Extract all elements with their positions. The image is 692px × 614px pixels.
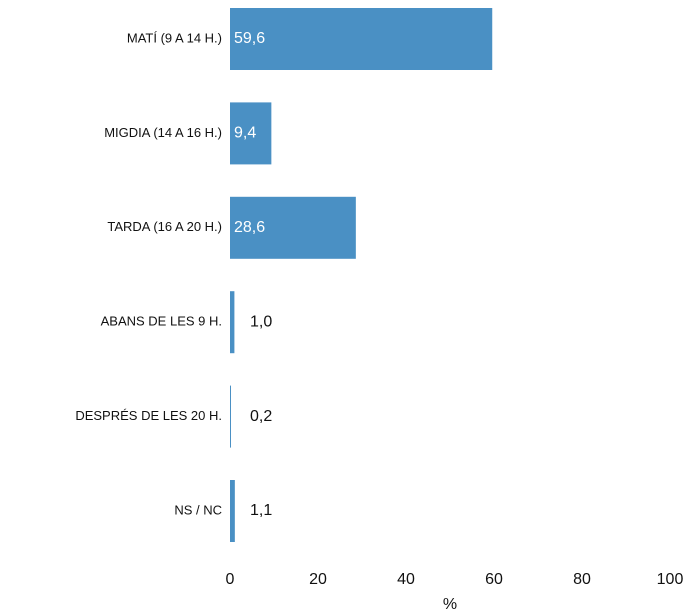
x-tick-label: 0 (226, 571, 235, 588)
value-label: 1,0 (250, 313, 272, 330)
value-label: 59,6 (234, 30, 265, 47)
value-label: 28,6 (234, 219, 265, 236)
y-tick-label: ABANS DE LES 9 H. (101, 314, 222, 329)
bar (230, 8, 493, 70)
bar (230, 291, 235, 354)
bar (230, 102, 272, 165)
y-tick-label: DESPRÉS DE LES 20 H. (75, 408, 222, 423)
y-tick-label: MIGDIA (14 A 16 H.) (104, 125, 222, 140)
value-label: 1,1 (250, 502, 272, 519)
bar (230, 196, 356, 259)
x-tick-label: 40 (397, 571, 415, 588)
x-tick-label: 60 (485, 571, 503, 588)
y-tick-label: TARDA (16 A 20 H.) (107, 219, 222, 234)
value-label: 0,2 (250, 408, 272, 425)
x-tick-label: 80 (573, 571, 591, 588)
y-tick-label: NS / NC (174, 502, 222, 517)
value-label: 9,4 (234, 125, 256, 142)
bar (230, 480, 235, 542)
x-axis-label: % (443, 596, 457, 613)
x-tick-label: 100 (657, 571, 684, 588)
bar (230, 385, 231, 448)
x-tick-label: 20 (309, 571, 327, 588)
y-tick-label: MATÍ (9 A 14 H.) (127, 30, 222, 45)
